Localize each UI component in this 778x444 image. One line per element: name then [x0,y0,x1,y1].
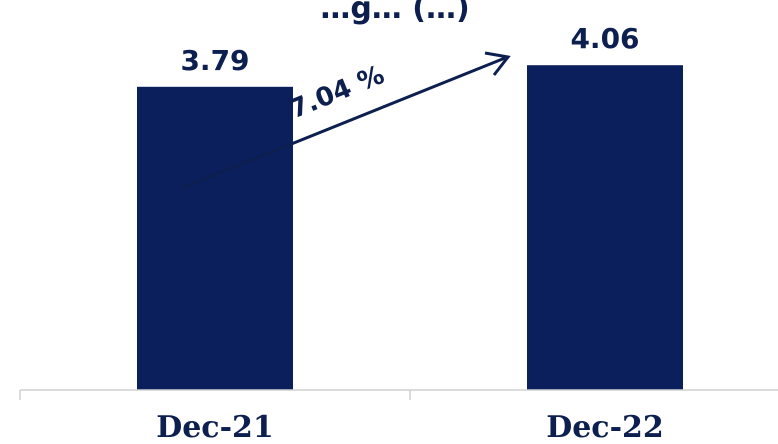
chart-title: …g… (…) [320,0,469,26]
growth-percentage-label: 7.04 % [285,60,388,125]
value-label-dec-21: 3.79 [180,44,249,77]
value-label-dec-22: 4.06 [570,22,639,55]
category-label-dec-22: Dec-22 [546,410,664,444]
growth-arrow [181,51,511,190]
bar-dec-22 [527,65,683,390]
bars-group: 3.79 Dec-21 4.06 Dec-22 [137,22,683,444]
category-label-dec-21: Dec-21 [156,410,274,444]
bar-dec-21 [137,86,293,391]
